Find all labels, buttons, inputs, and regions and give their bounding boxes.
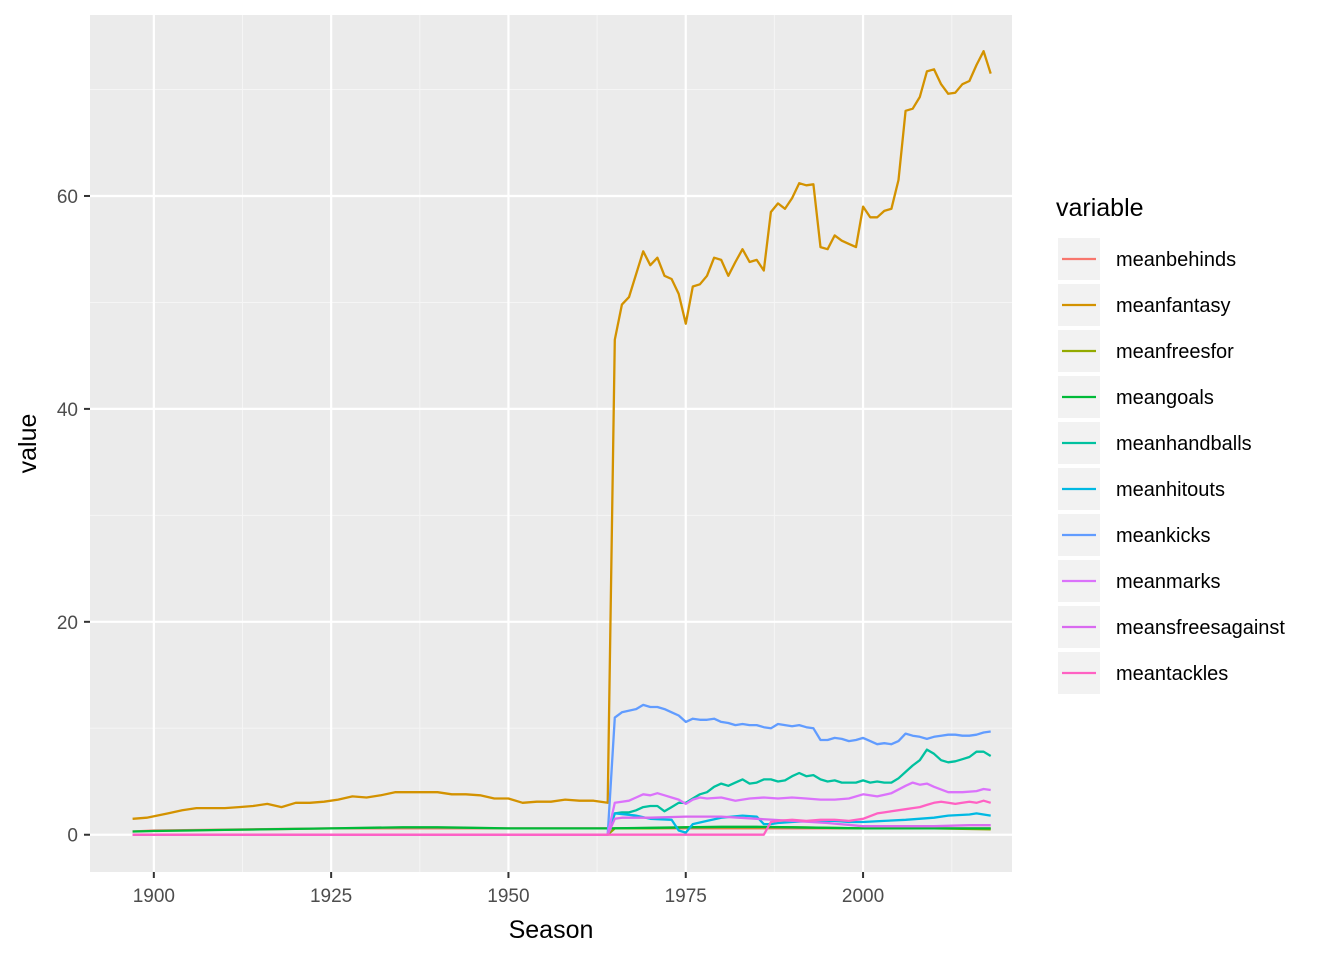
legend-label: meansfreesagainst: [1116, 617, 1285, 639]
legend-label: meanfantasy: [1116, 295, 1231, 317]
legend-label: meanhandballs: [1116, 433, 1252, 455]
y-tick-label: 60: [57, 187, 78, 208]
legend: variable meanbehinds meanfantasy meanfrees…: [1056, 194, 1285, 694]
legend-item-meanhandballs: meanhandballs: [1058, 422, 1252, 464]
legend-label: meangoals: [1116, 387, 1214, 409]
x-tick-label: 1975: [665, 886, 707, 907]
legend-item-meanmarks: meanmarks: [1058, 560, 1220, 602]
legend-item-meantackles: meantackles: [1058, 652, 1228, 694]
x-tick-label: 1950: [487, 886, 529, 907]
legend-item-meanbehinds: meanbehinds: [1058, 238, 1236, 280]
legend-item-meansfreesagainst: meansfreesagainst: [1058, 606, 1285, 648]
series-line-meanhandballs: [132, 748, 992, 836]
x-axis-title: Season: [509, 916, 594, 944]
y-tick-label: 0: [67, 826, 78, 847]
legend-item-meanhitouts: meanhitouts: [1058, 468, 1225, 510]
legend-label: meanhitouts: [1116, 479, 1225, 501]
legend-item-meanfantasy: meanfantasy: [1058, 284, 1231, 326]
legend-label: meanmarks: [1116, 571, 1220, 593]
series-line-meanhitouts: [132, 812, 991, 836]
legend-label: meantackles: [1116, 663, 1228, 685]
x-tick-label: 1925: [310, 886, 352, 907]
legend-items: meanbehinds meanfantasy meanfreesfor meango…: [1058, 238, 1285, 694]
plot-panel: [90, 15, 1012, 872]
y-tick-label: 40: [57, 400, 78, 421]
y-axis-ticks: 0 20 40 60: [57, 187, 90, 847]
y-tick-label: 20: [57, 613, 78, 634]
series-line-meanmarks: [132, 781, 991, 836]
minor-gridlines: [90, 15, 1012, 872]
series-line-meanfantasy: [132, 50, 992, 820]
series-line-meansfreesagainst: [132, 815, 991, 836]
x-tick-label: 1900: [133, 886, 175, 907]
legend-item-meangoals: meangoals: [1058, 376, 1214, 418]
legend-item-meankicks: meankicks: [1058, 514, 1210, 556]
x-tick-label: 2000: [842, 886, 884, 907]
y-axis-title: value: [14, 414, 42, 474]
series-line-meantackles: [132, 799, 992, 836]
x-axis-ticks: 1900 1925 1950 1975 2000: [133, 872, 884, 907]
legend-title: variable: [1056, 194, 1144, 222]
legend-label: meankicks: [1116, 525, 1210, 547]
legend-label: meanbehinds: [1116, 249, 1236, 271]
series-lines: [132, 50, 992, 836]
series-line-meankicks: [132, 703, 991, 836]
legend-item-meanfreesfor: meanfreesfor: [1058, 330, 1234, 372]
legend-label: meanfreesfor: [1116, 341, 1234, 363]
series-line-meangoals: [132, 825, 991, 833]
